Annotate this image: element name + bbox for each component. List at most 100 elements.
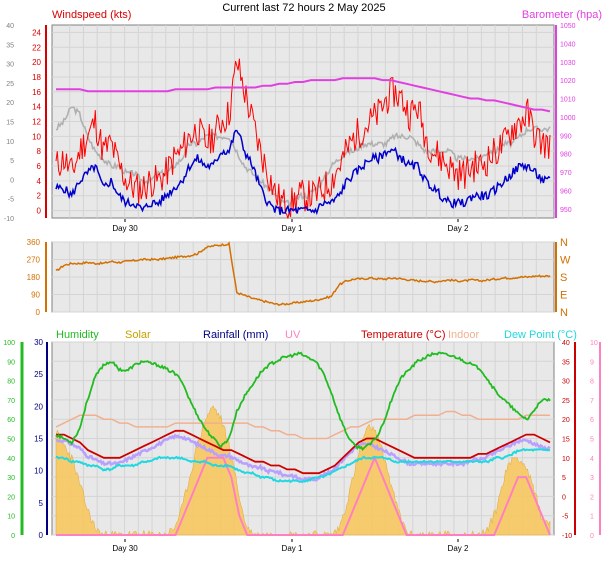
y-tick-label: 980 bbox=[560, 152, 572, 159]
y-tick-label: 40 bbox=[562, 340, 570, 347]
y-tick-label: W bbox=[560, 255, 571, 267]
y-tick-label: 15 bbox=[562, 437, 570, 444]
y-tick-label: 5 bbox=[39, 499, 44, 508]
series-line bbox=[55, 58, 551, 219]
y-tick-label: 25 bbox=[562, 398, 570, 405]
series-line bbox=[55, 241, 551, 307]
y-tick-label: 35 bbox=[562, 359, 570, 366]
y-tick-label: 8 bbox=[590, 379, 594, 386]
x-tick-label: Day 30 bbox=[112, 224, 138, 233]
y-tick-label: 6 bbox=[590, 417, 594, 424]
y-tick-label: 1030 bbox=[560, 60, 576, 67]
y-tick-label: 6 bbox=[37, 162, 42, 171]
y-tick-label: N bbox=[560, 307, 568, 319]
y-tick-label: 1 bbox=[590, 514, 594, 521]
y-tick-label: -5 bbox=[562, 514, 568, 521]
y-tick-label: 60 bbox=[7, 417, 15, 424]
legend-item: Dew Point (°C) bbox=[504, 329, 577, 341]
y-tick-label: 20 bbox=[6, 100, 14, 107]
legend-item: Rainfall (mm) bbox=[203, 329, 268, 341]
y-tick-label: 970 bbox=[560, 170, 572, 177]
y-tick-label: 5 bbox=[10, 158, 14, 165]
wind-baro-panel: Windspeed (kts) Barometer (hpa) 24222018… bbox=[4, 9, 602, 233]
series-line bbox=[55, 129, 551, 216]
y-tick-label: 12 bbox=[32, 118, 41, 127]
legend-item: Temperature (°C) bbox=[361, 329, 445, 341]
y-tick-label: -10 bbox=[562, 533, 572, 540]
y-tick-label: 10 bbox=[7, 514, 15, 521]
series-line bbox=[55, 410, 550, 440]
x-tick-label: Day 1 bbox=[282, 224, 303, 233]
y-tick-label: -5 bbox=[8, 197, 14, 204]
y-tick-label: 1040 bbox=[560, 41, 576, 48]
y-tick-label: 90 bbox=[31, 291, 40, 300]
y-tick-label: 50 bbox=[7, 437, 15, 444]
y-tick-label: 90 bbox=[7, 359, 15, 366]
y-tick-label: 20 bbox=[562, 417, 570, 424]
y-tick-label: 360 bbox=[27, 238, 41, 247]
y-tick-label: 30 bbox=[34, 338, 43, 347]
y-tick-label: 10 bbox=[562, 456, 570, 463]
direction-panel-series bbox=[55, 241, 551, 307]
legend-item: Humidity bbox=[56, 329, 99, 341]
y-tick-label: 100 bbox=[3, 340, 15, 347]
x-tick-label: Day 2 bbox=[448, 224, 469, 233]
y-tick-label: 80 bbox=[7, 379, 15, 386]
y-tick-label: 180 bbox=[27, 273, 41, 282]
y-tick-label: 4 bbox=[590, 456, 594, 463]
y-tick-label: N bbox=[560, 237, 568, 249]
y-tick-label: 1000 bbox=[560, 115, 576, 122]
y-tick-label: 10 bbox=[34, 467, 43, 476]
legend-item: Indoor bbox=[448, 329, 480, 341]
y-tick-label: 10 bbox=[590, 340, 598, 347]
y-tick-label: 9 bbox=[590, 359, 594, 366]
temp-humidity-panel: Humidity Solar Rainfall (mm) UV Temperature … bbox=[3, 329, 601, 553]
y-tick-label: 1020 bbox=[560, 78, 576, 85]
x-tick-label: Day 2 bbox=[448, 544, 469, 553]
windspeed-label: Windspeed (kts) bbox=[52, 9, 131, 21]
y-tick-label: 5 bbox=[562, 475, 566, 482]
y-tick-label: 18 bbox=[32, 73, 41, 82]
series-line bbox=[55, 351, 551, 452]
y-tick-label: 950 bbox=[560, 207, 572, 214]
x-tick-label: Day 30 bbox=[112, 544, 138, 553]
y-tick-label: 35 bbox=[6, 42, 14, 49]
y-tick-label: 270 bbox=[27, 256, 41, 265]
y-tick-label: S bbox=[560, 272, 567, 284]
y-tick-label: 30 bbox=[7, 475, 15, 482]
y-tick-label: 10 bbox=[6, 139, 14, 146]
y-tick-label: 70 bbox=[7, 398, 15, 405]
y-tick-label: 8 bbox=[37, 147, 42, 156]
y-tick-label: 1010 bbox=[560, 97, 576, 104]
y-tick-label: 22 bbox=[32, 43, 41, 52]
series-line bbox=[55, 447, 551, 484]
y-tick-label: 0 bbox=[37, 207, 42, 216]
y-tick-label: 0 bbox=[39, 531, 44, 540]
chart-title: Current last 72 hours 2 May 2025 bbox=[222, 2, 385, 14]
y-tick-label: 0 bbox=[36, 308, 41, 317]
y-tick-label: 14 bbox=[32, 103, 41, 112]
y-tick-label: 15 bbox=[6, 120, 14, 127]
temp-panel-legend: Humidity Solar Rainfall (mm) UV Temperature … bbox=[56, 329, 577, 341]
wind-panel-series bbox=[55, 58, 551, 219]
y-tick-label: 25 bbox=[34, 370, 43, 379]
series-line bbox=[56, 455, 551, 536]
y-tick-label: 15 bbox=[34, 435, 43, 444]
y-tick-label: 0 bbox=[562, 494, 566, 501]
y-tick-label: 1050 bbox=[560, 23, 576, 30]
y-tick-label: 20 bbox=[32, 58, 41, 67]
y-tick-label: 990 bbox=[560, 133, 572, 140]
y-tick-label: 0 bbox=[11, 533, 15, 540]
y-tick-label: 2 bbox=[37, 192, 42, 201]
temp-panel-series bbox=[55, 351, 551, 536]
y-tick-label: 40 bbox=[6, 23, 14, 30]
y-tick-label: 0 bbox=[10, 177, 14, 184]
series-line bbox=[55, 433, 551, 483]
series-line bbox=[56, 429, 551, 475]
y-tick-label: 30 bbox=[6, 62, 14, 69]
y-tick-label: 16 bbox=[32, 88, 41, 97]
y-tick-label: 5 bbox=[590, 437, 594, 444]
